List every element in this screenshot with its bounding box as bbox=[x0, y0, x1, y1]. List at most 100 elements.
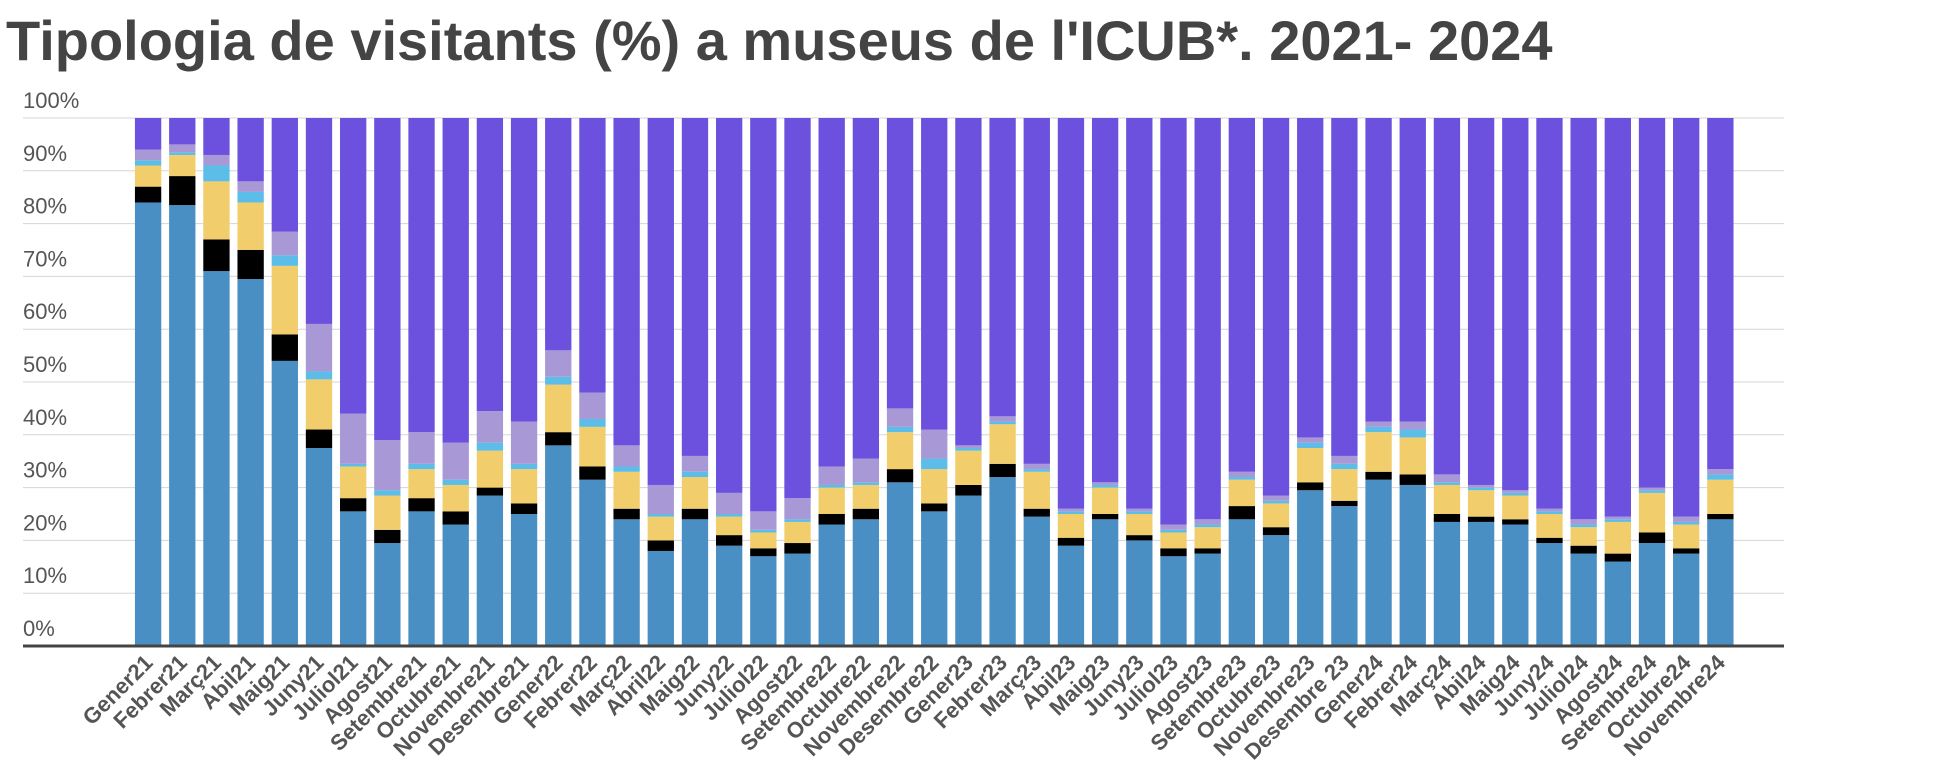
bar-segment bbox=[579, 426, 606, 467]
bar-segment bbox=[715, 516, 743, 536]
bar-segment bbox=[955, 484, 982, 496]
bar-segment bbox=[271, 334, 298, 361]
bar-segment bbox=[1160, 556, 1187, 646]
bar-segment bbox=[510, 503, 538, 514]
bar-segment bbox=[1091, 482, 1119, 485]
bar-segment bbox=[1502, 519, 1529, 525]
bar-segment bbox=[203, 165, 230, 182]
bar-segment bbox=[1297, 437, 1324, 443]
bar-segment bbox=[545, 445, 572, 646]
bar-segment bbox=[1057, 537, 1085, 546]
bar-segment bbox=[1331, 463, 1358, 470]
bar-segment bbox=[340, 118, 367, 414]
bar-segment bbox=[1160, 532, 1187, 549]
bar-segment bbox=[476, 442, 504, 451]
bar-segment bbox=[681, 118, 709, 456]
bar-segment bbox=[647, 516, 674, 541]
bar-segment bbox=[647, 484, 674, 514]
bar-segment bbox=[545, 376, 572, 385]
bar-segment bbox=[1673, 548, 1700, 554]
bar-segment bbox=[1228, 477, 1256, 480]
bar-segment bbox=[1091, 487, 1119, 514]
bar-segment bbox=[1365, 479, 1392, 646]
bar-segment bbox=[305, 371, 333, 380]
bar-segment bbox=[1331, 500, 1358, 507]
bar-segment bbox=[886, 118, 914, 409]
bar-segment bbox=[374, 440, 401, 491]
bar-segment bbox=[340, 498, 367, 512]
bar-segment bbox=[1536, 118, 1563, 509]
bar-segment bbox=[1467, 521, 1495, 646]
bar-segment bbox=[1160, 548, 1187, 557]
bar-segment bbox=[579, 418, 606, 427]
bar-segment bbox=[1091, 519, 1119, 646]
bar-segment bbox=[1023, 118, 1050, 464]
bar-segment bbox=[886, 432, 914, 470]
bar-segment bbox=[408, 469, 435, 499]
bar-segment bbox=[134, 118, 162, 150]
bar-segment bbox=[1160, 529, 1187, 533]
bar-segment bbox=[305, 323, 333, 372]
bar-segment bbox=[1433, 521, 1461, 646]
bar-segment bbox=[750, 118, 777, 512]
bar-segment bbox=[1365, 471, 1392, 480]
bar-segment bbox=[1057, 511, 1085, 514]
bar-segment bbox=[955, 450, 982, 485]
bar-segment bbox=[818, 524, 845, 646]
bar-segment bbox=[1331, 118, 1358, 456]
bar-segment bbox=[613, 471, 640, 509]
bar-segment bbox=[271, 360, 298, 646]
bar-segment bbox=[340, 413, 367, 464]
bar-segment bbox=[271, 265, 298, 335]
bar-segment bbox=[1604, 519, 1631, 522]
bar-segment bbox=[237, 191, 264, 203]
bar-segment bbox=[1023, 508, 1050, 517]
bar-segment bbox=[852, 484, 880, 509]
bar-segment bbox=[134, 149, 162, 161]
bar-segment bbox=[715, 545, 743, 646]
bar-segment bbox=[1604, 561, 1631, 646]
y-tick-label: 50% bbox=[23, 352, 67, 377]
bar-segment bbox=[1126, 514, 1153, 536]
bar-segment bbox=[1433, 118, 1461, 475]
bar-segment bbox=[1638, 487, 1666, 491]
bar-segment bbox=[203, 118, 230, 155]
bar-segment bbox=[237, 181, 264, 192]
y-tick-label: 60% bbox=[23, 299, 67, 324]
bar-segment bbox=[545, 384, 572, 433]
bar-segment bbox=[374, 490, 401, 496]
bar-segment bbox=[1604, 516, 1631, 520]
bar-segment bbox=[1638, 118, 1666, 488]
bar-segment bbox=[1570, 524, 1597, 528]
bar-segment bbox=[545, 350, 572, 377]
bar-segment bbox=[1228, 471, 1256, 478]
bar-segment bbox=[476, 411, 504, 443]
bar-segment bbox=[1570, 553, 1597, 646]
bar-segment bbox=[750, 532, 777, 549]
bar-segment bbox=[237, 250, 264, 280]
bar-segment bbox=[1331, 455, 1358, 464]
bar-segment bbox=[818, 466, 845, 485]
bar-segment bbox=[1707, 469, 1734, 475]
bar-segment bbox=[921, 429, 948, 459]
bar-segment bbox=[203, 239, 230, 272]
bar-segment bbox=[442, 118, 469, 443]
bar-segment bbox=[1262, 527, 1290, 536]
bar-segment bbox=[989, 463, 1016, 478]
bar-segment bbox=[613, 508, 640, 520]
bar-segment bbox=[647, 550, 674, 646]
bar-segment bbox=[374, 495, 401, 530]
bar-segment bbox=[989, 424, 1016, 464]
bar-segment bbox=[784, 521, 811, 544]
bar-segment bbox=[340, 511, 367, 646]
bar-segment bbox=[715, 492, 743, 514]
bar-segment bbox=[1707, 118, 1734, 470]
y-tick-label: 100% bbox=[23, 88, 79, 113]
bar-segment bbox=[681, 508, 709, 520]
bar-segment bbox=[1638, 543, 1666, 646]
bar-segment bbox=[1023, 471, 1050, 509]
bar-segment bbox=[510, 118, 538, 422]
bar-segment bbox=[374, 529, 401, 544]
chart-title: Tipologia de visitants (%) a museus de l… bbox=[6, 9, 1553, 72]
